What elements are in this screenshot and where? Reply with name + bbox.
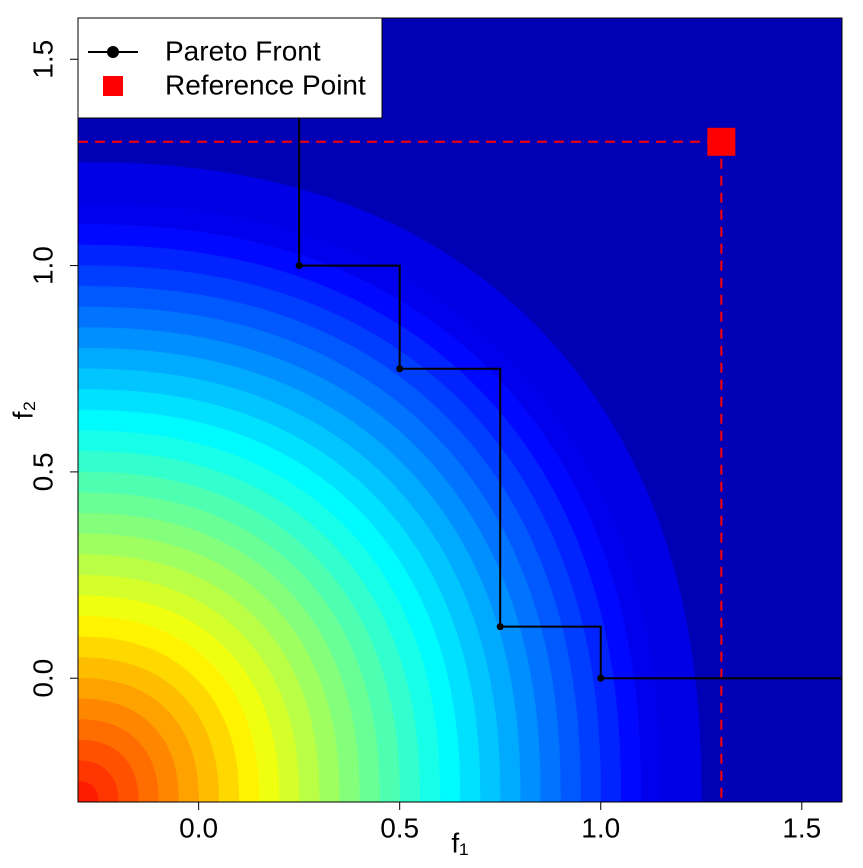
x-tick-label: 1.0 (581, 812, 620, 843)
contour-field (78, 18, 842, 802)
y-tick-label: 1.0 (27, 246, 58, 285)
legend-label: Reference Point (165, 69, 366, 100)
pareto-point (396, 365, 404, 373)
pareto-point (496, 623, 504, 631)
legend-label: Pareto Front (165, 35, 321, 66)
x-axis-label: f₁ (451, 827, 468, 858)
legend-dot (107, 46, 119, 58)
x-tick-label: 0.5 (380, 812, 419, 843)
y-tick-label: 0.0 (27, 659, 58, 698)
x-tick-label: 0.0 (179, 812, 218, 843)
x-tick-label: 1.5 (782, 812, 821, 843)
pareto-point (597, 674, 605, 682)
plot-marks (78, 18, 842, 802)
y-tick-label: 1.5 (27, 40, 58, 79)
pareto-point (295, 262, 303, 270)
legend-box (77, 17, 383, 119)
y-tick-label: 0.5 (27, 452, 58, 491)
step-line (298, 18, 842, 680)
overlay: 0.0 0.5 1.0 1.5 0.0 0.5 1.0 1.5 Pareto FrontRefe… (27, 17, 843, 843)
reference-point (707, 127, 736, 156)
legend-swatch (103, 76, 123, 96)
contour-band (78, 781, 99, 802)
y-axis-label: f₂ (7, 401, 38, 420)
plot-frame (77, 17, 843, 803)
